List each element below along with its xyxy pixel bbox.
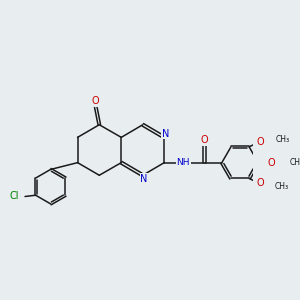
Text: CH₃: CH₃: [290, 158, 300, 167]
Text: CH₃: CH₃: [276, 135, 290, 144]
Text: O: O: [257, 178, 264, 188]
Text: N: N: [162, 129, 169, 139]
Text: N: N: [140, 174, 148, 184]
Text: O: O: [201, 135, 208, 145]
Text: CH₃: CH₃: [275, 182, 289, 191]
Text: NH: NH: [176, 158, 190, 167]
Text: O: O: [92, 96, 99, 106]
Text: O: O: [257, 137, 264, 147]
Text: O: O: [268, 158, 275, 168]
Text: Cl: Cl: [10, 191, 19, 202]
